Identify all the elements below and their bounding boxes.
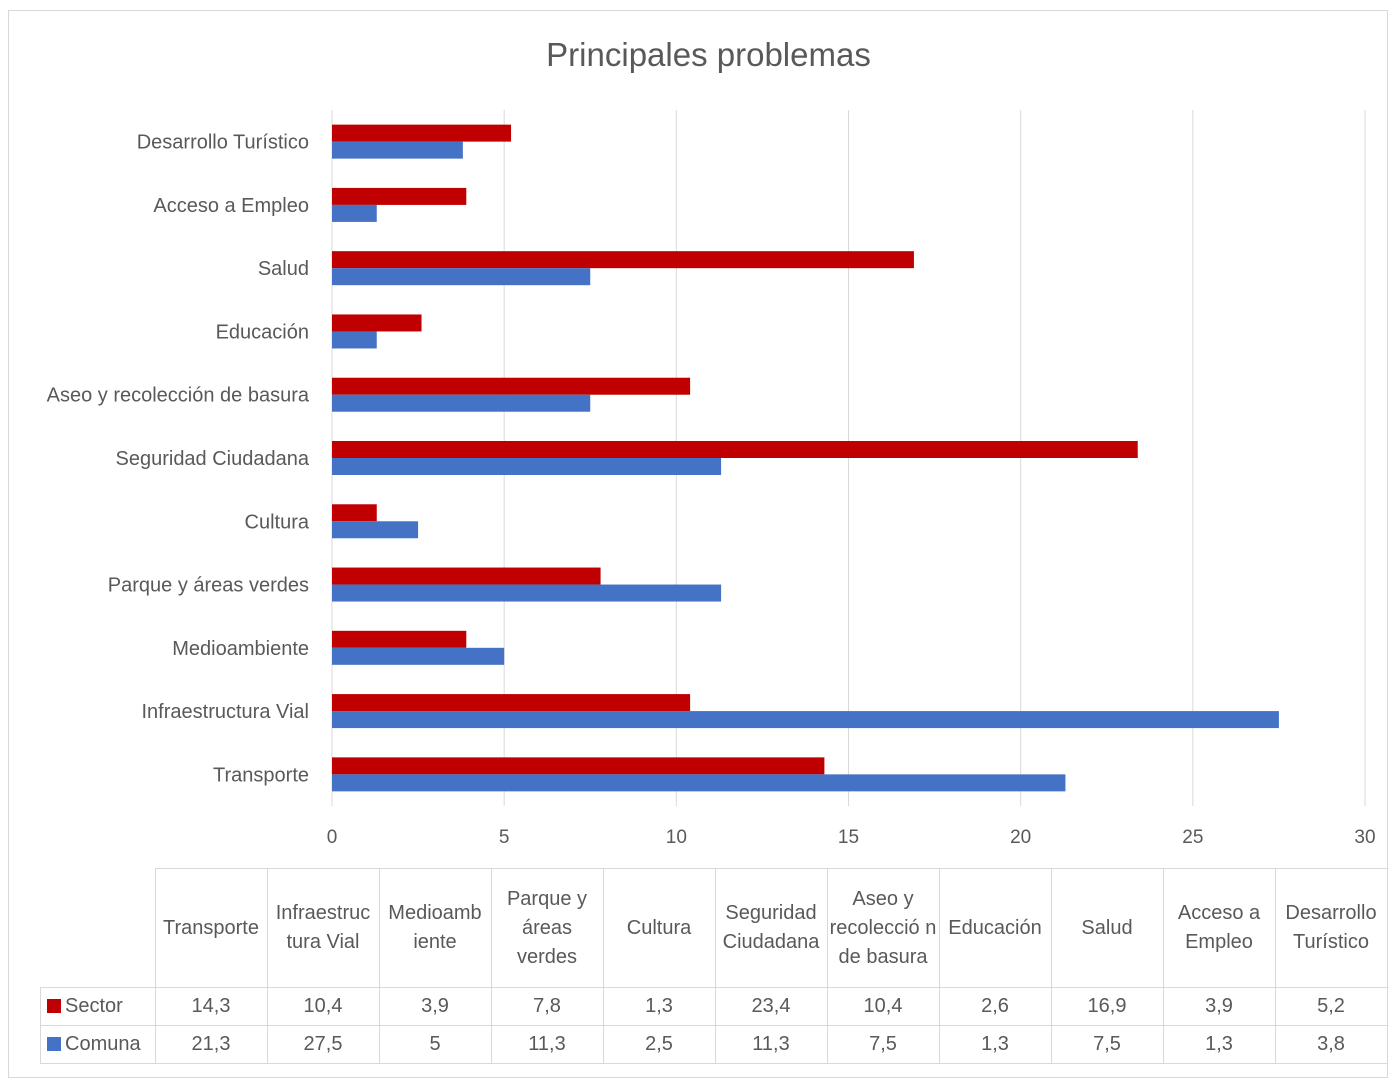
legend-comuna-label: Comuna [65,1033,141,1055]
bar-comuna [332,647,505,665]
data-table-cell: 11,3 [490,1025,604,1064]
data-table-cell: 5 [378,1025,492,1064]
category-label: Aseo y recolección de basura [47,385,310,407]
bar-sector [332,567,601,585]
category-label: Seguridad Ciudadana [116,448,310,470]
category-label: Transporte [213,764,309,786]
bar-sector [332,441,1138,458]
data-table-header-cell: Educación [938,868,1052,988]
bar-comuna [332,584,722,602]
bar-chart-plot: 0 5 10 15 20 25 30 Transporte Infraestructura Vi… [47,110,1376,848]
data-table-header-row: Transporte Infraestruc tura Vial Medioamb … [40,868,1388,988]
legend-comuna: Comuna [40,1025,156,1064]
data-table-cell: 1,3 [602,987,716,1026]
category-label: Desarrollo Turístico [137,132,309,154]
x-tick-label: 15 [838,827,859,848]
category-label: Infraestructura Vial [142,701,310,723]
category-label: Parque y áreas verdes [108,575,309,597]
data-table-cell: 1,3 [1162,1025,1276,1064]
category-label: Salud [258,258,309,280]
bar-comuna [332,141,463,159]
data-table: Transporte Infraestruc tura Vial Medioamb … [40,868,1388,1064]
data-table-header-cell: Transporte [154,868,268,988]
x-tick-label: 25 [1182,827,1203,848]
bar-comuna [332,711,1279,729]
bar-comuna [332,331,377,349]
x-tick-label: 5 [499,827,510,848]
bar-sector [332,630,467,648]
data-table-cell: 5,2 [1274,987,1388,1026]
bar-sector [332,377,691,395]
data-table-header-cell: Medioamb iente [378,868,492,988]
data-table-header-cell: Desarrollo Turístico [1274,868,1388,988]
data-table-cell: 2,6 [938,987,1052,1026]
data-table-header-cell: Salud [1050,868,1164,988]
legend-sector-label: Sector [65,995,123,1017]
bar-sector [332,694,691,712]
bar-comuna [332,394,591,412]
category-label: Acceso a Empleo [153,195,309,217]
legend-sector: Sector [40,987,156,1026]
bar-sector [332,187,467,205]
data-table-cell: 21,3 [154,1025,268,1064]
bar-sector [332,124,512,142]
bar-sector [332,757,825,775]
bar-sector [332,251,914,269]
data-table-header-cell: Acceso a Empleo [1162,868,1276,988]
x-tick-label: 20 [1010,827,1031,848]
data-table-cell: 2,5 [602,1025,716,1064]
data-table-header-cell: Cultura [602,868,716,988]
data-table-cell: 10,4 [826,987,940,1026]
data-table-header-cell: Parque y áreas verdes [490,868,604,988]
data-table-cell: 1,3 [938,1025,1052,1064]
category-label: Educación [216,321,309,343]
data-table-cell: 7,5 [1050,1025,1164,1064]
x-tick-label: 0 [327,827,338,848]
data-table-corner [40,868,156,988]
data-table-cell: 3,9 [378,987,492,1026]
x-tick-label: 10 [666,827,687,848]
data-table-header-cell: Seguridad Ciudadana [714,868,828,988]
chart-title: Principales problemas [546,36,871,73]
bar-sector [332,504,377,522]
data-table-cell: 11,3 [714,1025,828,1064]
data-table-row-comuna: Comuna 21,3 27,5 5 11,3 2,5 11,3 7,5 1,3 7,5 1,3 3… [40,1025,1388,1064]
data-table-cell: 7,8 [490,987,604,1026]
data-table-cell: 7,5 [826,1025,940,1064]
data-table-row-sector: Sector 14,3 10,4 3,9 7,8 1,3 23,4 10,4 2,6 16,9 3… [40,987,1388,1026]
bar-comuna [332,521,419,539]
category-label: Cultura [245,511,310,533]
bar-comuna [332,268,591,286]
data-table-cell: 14,3 [154,987,268,1026]
data-table-header-cell: Infraestruc tura Vial [266,868,380,988]
data-table-cell: 3,8 [1274,1025,1388,1064]
data-table-cell: 16,9 [1050,987,1164,1026]
data-table-cell: 23,4 [714,987,828,1026]
bar-comuna [332,774,1066,792]
x-tick-label: 30 [1354,827,1375,848]
legend-comuna-swatch [47,1037,61,1051]
data-table-cell: 27,5 [266,1025,380,1064]
data-table-cell: 3,9 [1162,987,1276,1026]
data-table-header-cell: Aseo y recolecció n de basura [826,868,940,988]
bar-comuna [332,204,377,222]
category-label: Medioambiente [172,638,309,660]
legend-sector-swatch [47,999,61,1013]
data-table-cell: 10,4 [266,987,380,1026]
bar-comuna [332,458,722,475]
bar-sector [332,314,422,332]
